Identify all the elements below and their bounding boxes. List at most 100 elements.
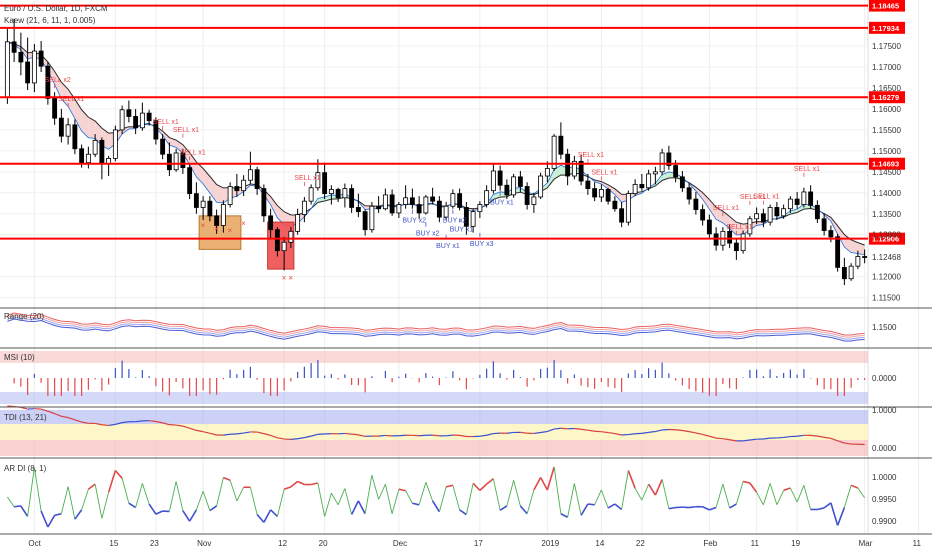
candle-body xyxy=(5,42,9,97)
price-tick-label: 1.15000 xyxy=(872,147,901,156)
candle-body xyxy=(593,189,597,197)
candle-body xyxy=(26,62,30,83)
candle-body xyxy=(586,181,590,189)
x-tick-label: Nov xyxy=(197,539,211,548)
candle-body xyxy=(417,205,421,213)
candle-body xyxy=(134,116,138,127)
candle-body xyxy=(775,207,779,215)
buy-signal-label: BUY x2 xyxy=(416,231,440,238)
candle-body xyxy=(815,205,819,218)
candle-body xyxy=(410,198,414,205)
x-tick-label: 11 xyxy=(913,539,922,548)
candle-body xyxy=(397,205,401,213)
sell-signal-label: SELL x1 xyxy=(153,119,179,126)
candle-body xyxy=(53,98,57,118)
tdi-line-segment xyxy=(352,434,359,435)
tdi-line-segment xyxy=(784,437,791,438)
ardi-line-segment xyxy=(588,504,595,505)
sell-signal-label: SELL x2 xyxy=(45,77,71,84)
candle-body xyxy=(377,206,381,209)
candle-body xyxy=(728,231,732,243)
price-tick-label: 1.17000 xyxy=(872,63,901,72)
price-tick-label: 1.11500 xyxy=(872,294,901,303)
candle-body xyxy=(302,201,306,214)
candle-body xyxy=(478,205,482,212)
candle-body xyxy=(660,153,664,172)
sell-signal-label: SELL x1 xyxy=(294,175,320,182)
candle-body xyxy=(336,189,340,197)
candle-body xyxy=(458,194,462,208)
tdi-line-segment xyxy=(811,435,818,436)
candle-body xyxy=(829,231,833,237)
candle-body xyxy=(802,192,806,205)
tdi-line-segment xyxy=(716,438,723,439)
chart-title: Euro / U.S. Dollar, 1D, FXCM xyxy=(4,4,108,13)
candle-body xyxy=(809,192,813,205)
x-tick-label: 15 xyxy=(109,539,118,548)
tdi-tick-label: 0.0000 xyxy=(872,444,897,453)
candle-body xyxy=(505,185,509,195)
candle-body xyxy=(849,266,853,279)
tdi-pane-label: TDI (13, 21) xyxy=(4,413,47,422)
candle-body xyxy=(694,199,698,209)
candle-body xyxy=(626,194,630,223)
candle-body xyxy=(39,51,43,66)
candle-body xyxy=(93,140,97,154)
x-tick-label: 20 xyxy=(319,539,328,548)
candle-body xyxy=(269,216,273,230)
candle-body xyxy=(539,176,543,197)
tdi-line-segment xyxy=(136,421,143,422)
ardi-tick-label: 1.0000 xyxy=(872,473,897,482)
candle-body xyxy=(491,171,495,191)
range-pane-label: Range (20) xyxy=(4,312,44,321)
candle-body xyxy=(73,125,77,149)
candle-body xyxy=(424,197,428,213)
tdi-line-segment xyxy=(446,435,453,436)
candle-body xyxy=(296,215,300,232)
x-tick-label: 19 xyxy=(791,539,800,548)
candle-body xyxy=(19,52,23,62)
candle-body xyxy=(107,158,111,163)
tdi-line-segment xyxy=(379,435,386,436)
candle-body xyxy=(687,188,691,199)
candle-body xyxy=(620,209,624,222)
current-price-label: 1.12468 xyxy=(872,253,901,262)
candle-body xyxy=(856,257,860,267)
x-tick-label: 11 xyxy=(751,539,760,548)
candle-body xyxy=(606,189,610,201)
price-tick-label: 1.14000 xyxy=(872,189,901,198)
candle-body xyxy=(113,130,117,159)
candle-body xyxy=(208,201,212,216)
x-tick-label: 12 xyxy=(278,539,287,548)
candle-body xyxy=(383,195,387,209)
candle-body xyxy=(674,166,678,177)
candle-body xyxy=(559,136,563,154)
price-tick-label: 1.12000 xyxy=(872,273,901,282)
candle-body xyxy=(289,231,293,242)
candle-body xyxy=(431,197,435,201)
sell-signal-label: SELL x1 xyxy=(591,169,617,176)
price-tick-label: 1.16500 xyxy=(872,84,901,93)
candle-body xyxy=(59,118,63,136)
tdi-line-segment xyxy=(7,406,14,407)
candle-body xyxy=(363,212,367,230)
candle-body xyxy=(262,189,266,216)
overlay-label: Kaew (21, 6, 11, 1, 0.005) xyxy=(4,16,96,25)
candle-body xyxy=(309,188,313,201)
candle-body xyxy=(356,207,360,211)
x-tick-label: 2019 xyxy=(541,539,559,548)
candle-body xyxy=(140,113,144,128)
candle-body xyxy=(444,206,448,217)
sell-signal-label: SELL x1 xyxy=(713,205,739,212)
candle-body xyxy=(32,51,36,83)
tdi-line-segment xyxy=(777,437,784,438)
buy-signal-label: BUY x1 xyxy=(450,226,474,233)
candle-body xyxy=(329,189,333,193)
price-tick-label: 1.13000 xyxy=(872,231,901,240)
tdi-line-segment xyxy=(345,433,352,434)
msi-pane-label: MSI (10) xyxy=(4,353,35,362)
cross-marker: × xyxy=(228,226,233,235)
price-tick-label: 1.14500 xyxy=(872,168,901,177)
